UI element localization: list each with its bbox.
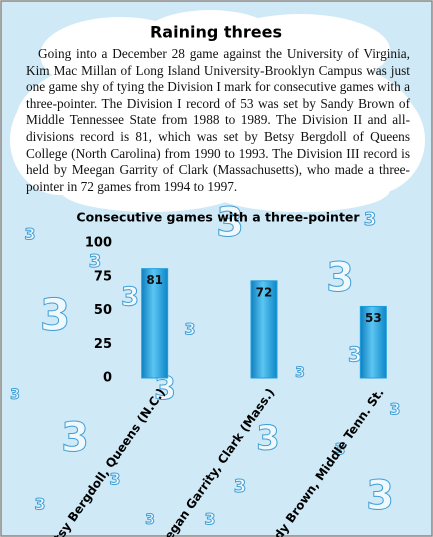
decorative-three: 3: [389, 400, 400, 419]
value-label: 53: [365, 311, 382, 325]
decorative-three: 3: [34, 495, 45, 514]
decorative-three: 3: [61, 415, 89, 461]
decorative-three: 3: [184, 320, 195, 339]
decorative-three: 3: [121, 283, 139, 313]
bar: [359, 305, 387, 379]
decorative-three: 3: [109, 470, 120, 489]
decorative-three: 3: [326, 255, 354, 301]
decorative-three: 3: [145, 512, 155, 528]
value-label: 81: [146, 273, 163, 287]
decorative-three: 3: [216, 200, 244, 246]
chart-title: Consecutive games with a three-pointer: [76, 210, 360, 225]
decorative-three: 3: [364, 209, 377, 230]
cloud: [10, 10, 425, 212]
decorative-three: 3: [10, 387, 20, 403]
decorative-three: 3: [334, 440, 345, 459]
y-tick-label: 50: [94, 303, 112, 318]
decorative-three: 3: [295, 365, 305, 381]
bar: [250, 280, 278, 379]
decorative-three: 3: [256, 419, 280, 459]
bar: [141, 268, 169, 379]
decorative-three: 3: [234, 476, 247, 497]
y-tick-label: 100: [85, 236, 112, 251]
y-tick-label: 25: [94, 337, 112, 352]
value-label: 72: [256, 285, 273, 299]
decorative-three: 3: [89, 251, 102, 272]
body-text: Going into a December 28 game against th…: [26, 46, 410, 194]
decorative-three: 3: [204, 510, 215, 529]
decorative-three: 3: [348, 343, 362, 367]
title: Raining threes: [150, 23, 282, 42]
y-tick-label: 75: [94, 269, 112, 284]
y-tick-label: 0: [103, 371, 112, 386]
decorative-three: 3: [366, 473, 394, 519]
decorative-three: 3: [40, 290, 71, 341]
decorative-three: 3: [24, 225, 35, 244]
